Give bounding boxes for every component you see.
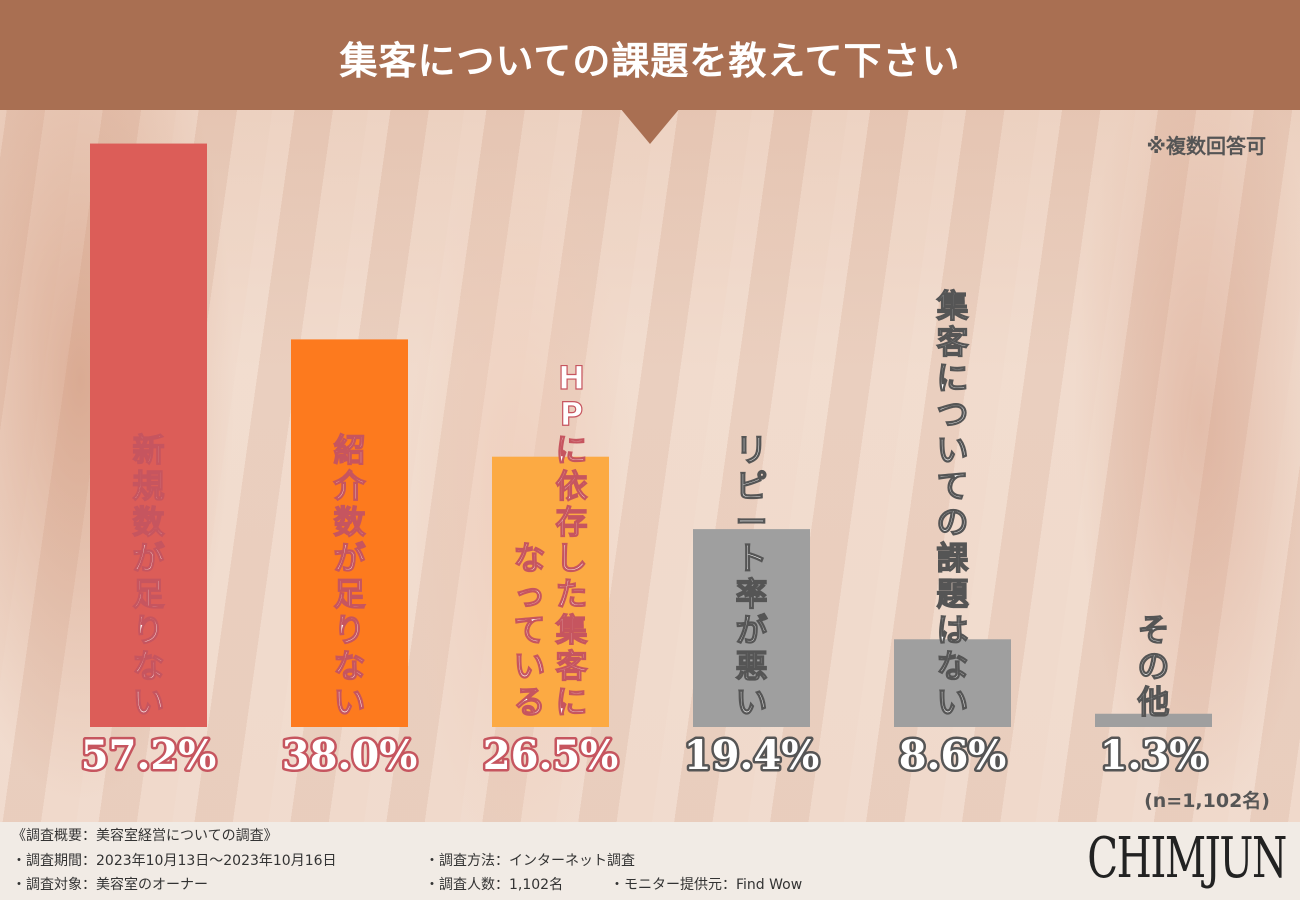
value-label-6: 1.3% [1100, 732, 1208, 779]
value-label-1: 57.2% [81, 732, 216, 779]
survey-count: ・調査人数：1,102名 [425, 877, 564, 893]
bar-5 [894, 639, 1011, 727]
title-banner [0, 0, 1300, 110]
bar-category-text: その他 [1136, 611, 1169, 721]
bar-category-text: 紹介数が足りない [332, 431, 366, 721]
bar-category-label-1: 新規数が足りない [132, 430, 166, 721]
sample-size-note: (n=1,102名) [1144, 790, 1270, 812]
brand-logo: CHIMJUN [1087, 826, 1287, 891]
bar-category-text: なっている [513, 539, 545, 721]
survey-footer: 《調査概要：美容室経営についての調査》 ・調査期間：2023年10月13日〜20… [0, 822, 1300, 900]
bar-4 [693, 529, 810, 727]
survey-summary: 《調査概要：美容室経営についての調査》 [12, 828, 278, 844]
value-label-3: 26.5% [483, 732, 618, 779]
bar-category-text: リピート率が悪い [735, 431, 767, 721]
multiple-answer-note: ※複数回答可 [1146, 134, 1266, 158]
bar-category-label-6: その他 [1136, 610, 1170, 721]
bar-3 [492, 456, 609, 727]
survey-method: ・調査方法：インターネット調査 [425, 853, 635, 869]
bar-2 [291, 339, 408, 727]
survey-target: ・調査対象：美容室のオーナー [12, 877, 208, 893]
value-label-5: 8.6% [899, 732, 1007, 779]
monitor-provider: ・モニター提供元：Find Wow [610, 877, 803, 893]
survey-period: ・調査期間：2023年10月13日〜2023年10月16日 [12, 853, 337, 869]
value-label-4: 19.4% [684, 732, 819, 779]
bar-category-label-5: 集客についての課題はない [935, 286, 969, 721]
bar-category-text: 集客についての課題はない [935, 287, 968, 721]
bar-6 [1095, 713, 1212, 727]
title-banner-pointer [620, 108, 680, 144]
bar-1 [90, 143, 207, 727]
bar-category-text: 新規数が足りない [132, 431, 165, 721]
bar-chart: 新規数が足りない 57.2% 紹介数が足りない 38.0% H P に依存した集客になってい… [78, 143, 1212, 782]
page-title: 集客についての課題を教えて下さい [339, 39, 961, 83]
value-label-2: 38.0% [282, 732, 417, 779]
bar-category-text: H P に依存した集客に [554, 359, 587, 721]
bar-category-label-4: リピート率が悪い [735, 430, 768, 721]
bar-category-label-2: 紹介数が足りない [332, 430, 367, 721]
